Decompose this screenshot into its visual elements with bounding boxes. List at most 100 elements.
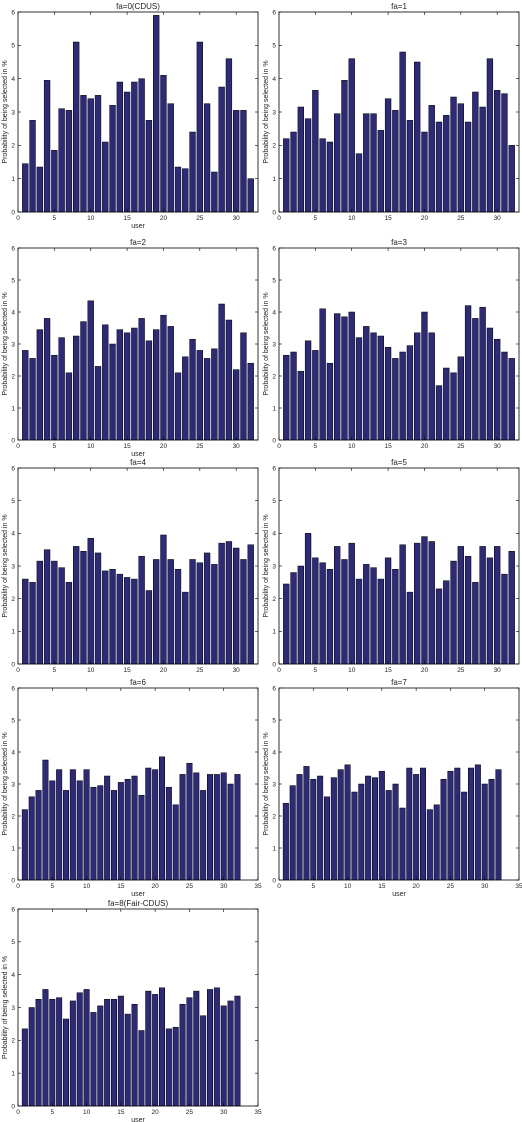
- bar: [508, 145, 515, 213]
- bar: [365, 775, 372, 881]
- bar: [182, 356, 189, 441]
- bar: [240, 110, 247, 213]
- bar: [218, 542, 225, 665]
- bar: [193, 990, 200, 1107]
- bar: [233, 369, 240, 441]
- y-tick-label: 0: [11, 209, 15, 216]
- x-tick-label: 5: [314, 667, 318, 674]
- bar: [63, 1018, 69, 1107]
- bar: [233, 110, 240, 213]
- bar: [312, 350, 319, 441]
- x-tick-label: 20: [160, 667, 168, 674]
- bar: [326, 569, 334, 665]
- bar: [42, 759, 49, 881]
- bar: [43, 549, 51, 665]
- bar: [234, 774, 241, 881]
- bar: [160, 75, 167, 213]
- bar: [51, 150, 58, 213]
- y-tick-label: 3: [272, 341, 276, 348]
- bar: [312, 90, 319, 213]
- bar: [145, 120, 153, 213]
- bar: [65, 372, 73, 441]
- x-tick-label: 0: [16, 667, 20, 674]
- bar: [296, 774, 303, 881]
- bar: [304, 533, 312, 665]
- y-tick-label: 3: [11, 109, 15, 116]
- bar: [450, 560, 457, 665]
- bar: [58, 108, 65, 213]
- bar: [310, 778, 317, 881]
- bar: [145, 590, 153, 665]
- bar: [337, 769, 344, 881]
- bar: [355, 578, 363, 665]
- bar: [406, 591, 414, 665]
- bar: [378, 770, 385, 881]
- bar: [22, 163, 29, 213]
- bar: [334, 313, 341, 441]
- bar: [486, 58, 494, 213]
- bar: [123, 332, 131, 441]
- x-tick-label: 30: [233, 667, 241, 674]
- bar: [165, 1028, 172, 1107]
- x-tick-label: 0: [16, 443, 20, 450]
- bar: [58, 567, 65, 665]
- y-tick-label: 2: [11, 1038, 15, 1045]
- bar: [372, 777, 379, 881]
- bar: [363, 326, 370, 441]
- bar: [80, 321, 87, 441]
- bar: [220, 1005, 227, 1107]
- bar: [413, 774, 420, 881]
- bar: [90, 1012, 97, 1107]
- y-tick-label: 3: [272, 781, 276, 788]
- bar: [468, 767, 475, 881]
- bar: [73, 335, 80, 441]
- bar: [211, 171, 218, 213]
- bar: [145, 340, 153, 441]
- x-tick-label: 10: [87, 667, 95, 674]
- bar: [51, 560, 58, 665]
- y-tick-label: 5: [11, 43, 15, 50]
- x-tick-label: 0: [277, 883, 281, 890]
- y-axis-label: Probability of being selected in %: [263, 514, 270, 617]
- chart-panel-5: 0 5 10 15 20 25 30 0 1 2 3 4 5 6 fa=5 Probability of be…: [263, 458, 520, 674]
- bar: [116, 573, 123, 665]
- bar: [203, 358, 211, 441]
- bar: [58, 337, 65, 441]
- bar: [240, 559, 247, 665]
- bar: [167, 326, 174, 441]
- x-tick-label: 5: [53, 443, 57, 450]
- bar: [494, 338, 501, 441]
- bar: [355, 153, 363, 213]
- bar: [283, 583, 290, 665]
- x-tick-label: 20: [421, 667, 429, 674]
- bar: [420, 767, 427, 881]
- bar: [312, 557, 319, 665]
- plot-area: [279, 468, 519, 664]
- bar: [76, 992, 83, 1107]
- bar: [225, 541, 233, 665]
- x-tick-label: 30: [494, 215, 502, 222]
- bar: [117, 782, 124, 881]
- bar: [495, 769, 502, 881]
- bar: [508, 358, 515, 441]
- bar: [385, 790, 392, 881]
- bar: [457, 103, 464, 213]
- y-tick-label: 6: [272, 245, 276, 252]
- bar: [479, 546, 486, 665]
- bar: [94, 366, 102, 441]
- bar: [145, 990, 152, 1107]
- bar: [116, 329, 123, 441]
- x-tick-label: 10: [87, 443, 95, 450]
- x-tick-label: 0: [16, 215, 20, 222]
- y-tick-label: 3: [11, 341, 15, 348]
- bar: [392, 569, 399, 665]
- bar: [443, 367, 450, 441]
- bar: [111, 999, 118, 1107]
- bar: [97, 785, 104, 881]
- bar: [83, 769, 90, 881]
- y-tick-label: 6: [11, 245, 15, 252]
- y-tick-label: 4: [11, 76, 15, 83]
- bar: [51, 354, 58, 441]
- bar: [240, 332, 247, 441]
- bar: [186, 762, 193, 881]
